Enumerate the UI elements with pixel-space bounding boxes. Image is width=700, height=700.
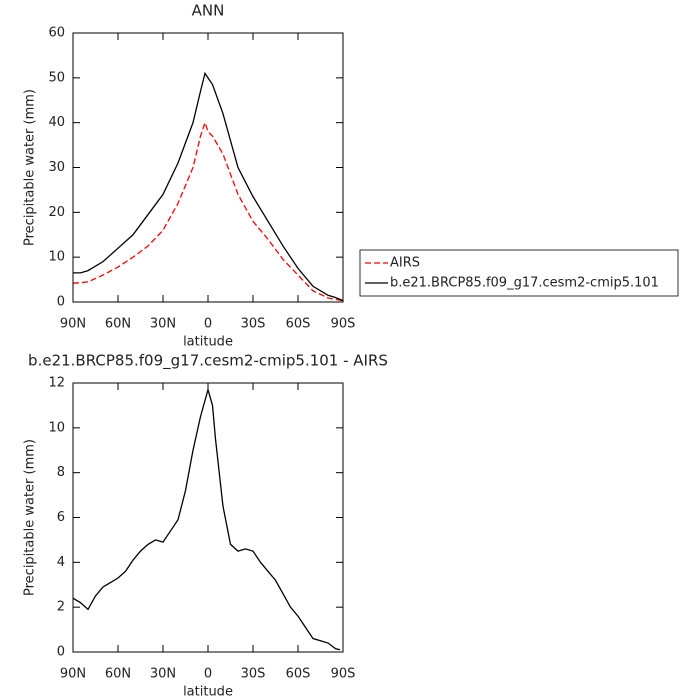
- x-axis-label: latitude: [183, 335, 233, 350]
- y-tick-label: 2: [57, 600, 65, 615]
- x-axis-label: latitude: [183, 685, 233, 700]
- y-tick-label: 40: [48, 115, 65, 130]
- y-axis-label: Precipitable water (mm): [23, 89, 38, 246]
- x-tick-label: 0: [204, 667, 212, 682]
- y-tick-label: 6: [57, 510, 65, 525]
- chart-title: ANN: [192, 2, 225, 20]
- legend-label: AIRS: [390, 256, 420, 271]
- data-line: [73, 71, 344, 302]
- y-tick-label: 10: [48, 420, 65, 435]
- y-tick-label: 8: [57, 465, 65, 480]
- x-tick-label: 60N: [105, 317, 131, 332]
- x-tick-label: 90S: [331, 667, 356, 682]
- x-tick-label: 30N: [150, 667, 176, 682]
- y-tick-label: 10: [48, 250, 65, 265]
- x-tick-label: 0: [204, 317, 212, 332]
- data-line: [72, 120, 344, 302]
- x-tick-label: 90S: [331, 317, 356, 332]
- y-tick-label: 0: [57, 645, 65, 660]
- y-tick-label: 0: [57, 295, 65, 310]
- legend-label: b.e21.BRCP85.f09_g17.cesm2-cmip5.101: [390, 276, 659, 291]
- x-tick-label: 90N: [60, 667, 86, 682]
- x-tick-label: 30S: [241, 317, 266, 332]
- y-tick-label: 4: [57, 555, 65, 570]
- x-tick-label: 60N: [105, 667, 131, 682]
- y-tick-label: 60: [48, 26, 65, 41]
- legend-box: [359, 249, 679, 297]
- plot-frame: [72, 382, 344, 653]
- y-tick-label: 20: [48, 205, 65, 220]
- data-line: [72, 387, 341, 651]
- chart-title: b.e21.BRCP85.f09_g17.cesm2-cmip5.101 - A…: [28, 352, 388, 371]
- x-tick-label: 60S: [286, 667, 311, 682]
- y-tick-label: 12: [48, 376, 65, 391]
- y-axis-label: Precipitable water (mm): [23, 439, 38, 596]
- plot-frame: [72, 32, 344, 303]
- x-tick-label: 30N: [150, 317, 176, 332]
- x-tick-label: 90N: [60, 317, 86, 332]
- x-tick-label: 30S: [241, 667, 266, 682]
- y-tick-label: 30: [48, 160, 65, 175]
- x-tick-label: 60S: [286, 317, 311, 332]
- y-tick-label: 50: [48, 70, 65, 85]
